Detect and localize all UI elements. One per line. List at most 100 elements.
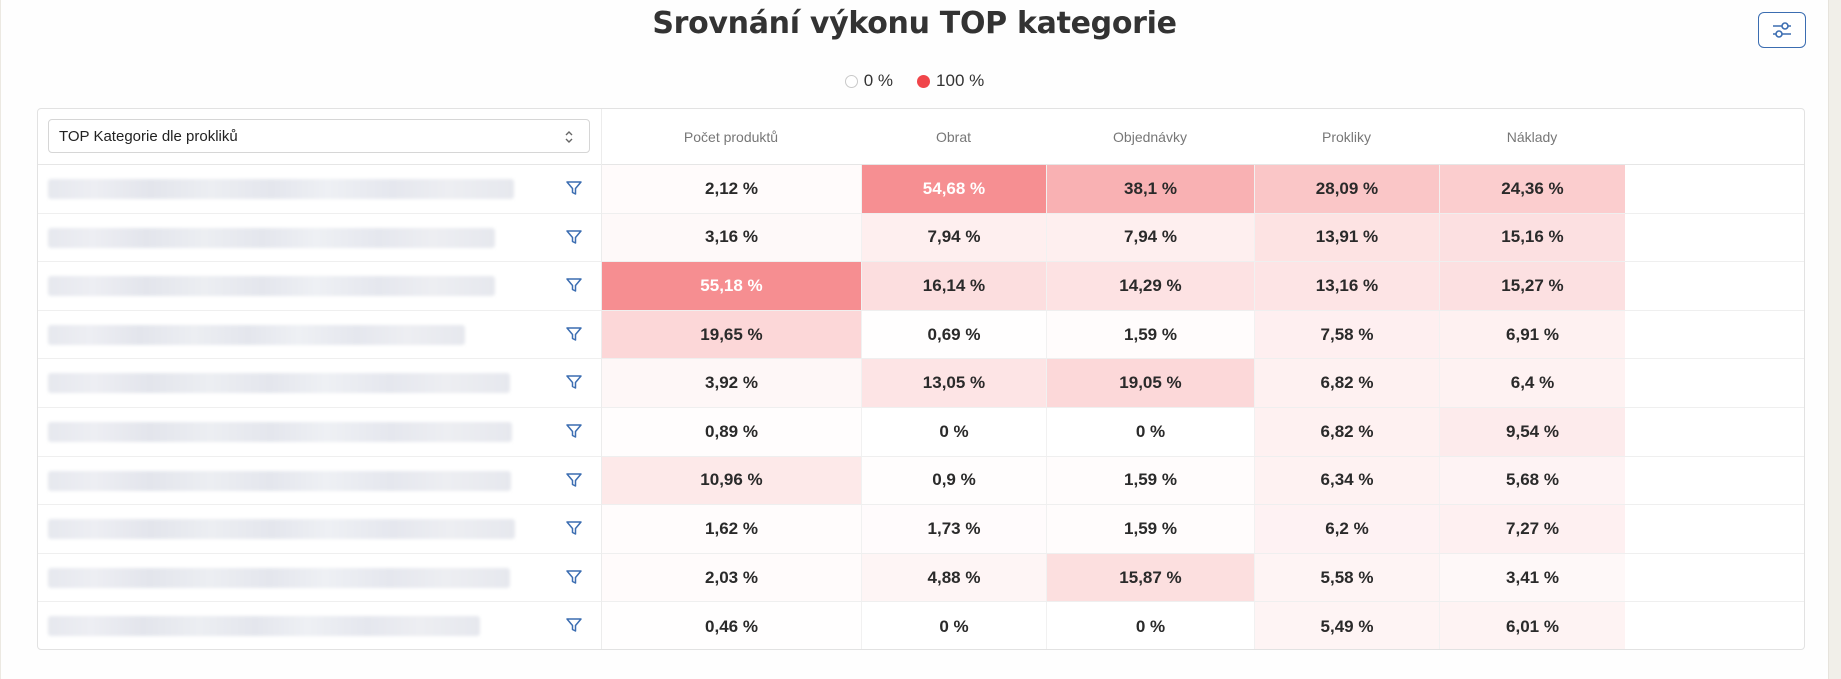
cell-obrat: 0 %	[861, 602, 1046, 649]
category-name-redacted	[48, 519, 515, 540]
cell-pocet-produktu: 2,03 %	[601, 553, 861, 602]
cell-obrat: 0,9 %	[861, 456, 1046, 505]
cell-prokliky: 6,34 %	[1254, 456, 1439, 505]
cell-prokliky: 6,82 %	[1254, 408, 1439, 456]
column-header-objednavky[interactable]: Objednávky	[1113, 129, 1187, 145]
dimension-select-value: TOP Kategorie dle prokliků	[59, 127, 238, 145]
cell-objednavky: 38,1 %	[1046, 165, 1254, 213]
legend-min-label: 0 %	[863, 71, 894, 90]
dimension-select[interactable]: TOP Kategorie dle prokliků	[48, 119, 590, 153]
cell-pocet-produktu: 3,16 %	[601, 213, 861, 262]
filter-icon[interactable]	[565, 325, 583, 343]
legend-max-dot	[917, 74, 931, 88]
filter-icon[interactable]	[565, 276, 583, 294]
page-title: Srovnání výkonu TOP kategorie	[652, 6, 1177, 41]
cell-obrat: 54,68 %	[861, 165, 1046, 213]
table-row: 0,89 % 0 % 0 % 6,82 % 9,54 %	[38, 408, 1804, 457]
legend-min: 0 %	[844, 71, 894, 91]
category-name-redacted	[48, 324, 465, 345]
cell-pocet-produktu: 19,65 %	[601, 310, 861, 359]
cell-pocet-produktu: 3,92 %	[601, 359, 861, 407]
category-name-redacted	[48, 179, 514, 199]
cell-prokliky: 6,82 %	[1254, 359, 1439, 407]
cell-naklady: 24,36 %	[1439, 165, 1625, 213]
category-name-redacted	[48, 422, 512, 442]
cell-objednavky: 7,94 %	[1046, 213, 1254, 262]
table-row: 2,03 % 4,88 % 15,87 % 5,58 % 3,41 %	[38, 553, 1804, 603]
cell-obrat: 13,05 %	[861, 359, 1046, 407]
filter-icon[interactable]	[565, 422, 583, 440]
table-row: 2,12 % 54,68 % 38,1 % 28,09 % 24,36 %	[38, 165, 1804, 214]
cell-prokliky: 13,16 %	[1254, 262, 1439, 310]
category-name-redacted	[48, 373, 510, 394]
filter-icon[interactable]	[565, 616, 583, 634]
column-header-naklady[interactable]: Náklady	[1506, 129, 1558, 145]
category-name-redacted	[48, 227, 495, 248]
legend-min-dot	[844, 74, 858, 88]
filter-icon[interactable]	[565, 471, 583, 489]
cell-pocet-produktu: 2,12 %	[601, 165, 861, 213]
cell-prokliky: 28,09 %	[1254, 165, 1439, 213]
table-row: 1,62 % 1,73 % 1,59 % 6,2 % 7,27 %	[38, 505, 1804, 554]
cell-prokliky: 13,91 %	[1254, 213, 1439, 262]
cell-naklady: 9,54 %	[1439, 408, 1625, 456]
cell-naklady: 7,27 %	[1439, 505, 1625, 553]
cell-naklady: 5,68 %	[1439, 456, 1625, 505]
cell-prokliky: 5,58 %	[1254, 553, 1439, 602]
column-header-obrat[interactable]: Obrat	[935, 129, 971, 145]
cell-obrat: 0 %	[861, 408, 1046, 456]
cell-obrat: 16,14 %	[861, 262, 1046, 310]
cell-naklady: 15,16 %	[1439, 213, 1625, 262]
cell-naklady: 15,27 %	[1439, 262, 1625, 310]
cell-obrat: 0,69 %	[861, 310, 1046, 359]
cell-objednavky: 1,59 %	[1046, 310, 1254, 359]
cell-naklady: 6,01 %	[1439, 602, 1625, 649]
cell-obrat: 7,94 %	[861, 213, 1046, 262]
category-name-redacted	[48, 276, 495, 297]
table-row: 10,96 % 0,9 % 1,59 % 6,34 % 5,68 %	[38, 456, 1804, 506]
filter-icon[interactable]	[565, 228, 583, 246]
legend-max-label: 100 %	[936, 71, 985, 90]
filter-icon[interactable]	[565, 568, 583, 586]
cell-prokliky: 5,49 %	[1254, 602, 1439, 649]
cell-pocet-produktu: 1,62 %	[601, 505, 861, 553]
chevron-updown-icon	[565, 131, 573, 143]
cell-objednavky: 0 %	[1046, 408, 1254, 456]
heatmap-table: TOP Kategorie dle prokliků Počet produkt…	[37, 108, 1805, 650]
cell-pocet-produktu: 55,18 %	[601, 262, 861, 310]
cell-objednavky: 15,87 %	[1046, 553, 1254, 602]
table-row: 3,92 % 13,05 % 19,05 % 6,82 % 6,4 %	[38, 359, 1804, 408]
cell-naklady: 3,41 %	[1439, 553, 1625, 602]
cell-objednavky: 0 %	[1046, 602, 1254, 649]
cell-pocet-produktu: 10,96 %	[601, 456, 861, 505]
cell-objednavky: 1,59 %	[1046, 456, 1254, 505]
color-legend: 0 % 100 %	[1, 71, 1828, 91]
table-row: 3,16 % 7,94 % 7,94 % 13,91 % 15,16 %	[38, 213, 1804, 263]
settings-button[interactable]	[1758, 12, 1806, 48]
cell-naklady: 6,91 %	[1439, 310, 1625, 359]
table-row: 55,18 % 16,14 % 14,29 % 13,16 % 15,27 %	[38, 262, 1804, 311]
sliders-icon	[1773, 22, 1791, 38]
cell-naklady: 6,4 %	[1439, 359, 1625, 407]
legend-max: 100 %	[917, 71, 984, 91]
column-divider	[601, 109, 602, 649]
cell-prokliky: 7,58 %	[1254, 310, 1439, 359]
category-name-redacted	[48, 470, 511, 491]
filter-icon[interactable]	[565, 179, 583, 197]
cell-prokliky: 6,2 %	[1254, 505, 1439, 553]
category-name-redacted	[48, 616, 480, 637]
cell-pocet-produktu: 0,89 %	[601, 408, 861, 456]
cell-pocet-produktu: 0,46 %	[601, 602, 861, 649]
cell-obrat: 1,73 %	[861, 505, 1046, 553]
column-header-prokliky[interactable]: Prokliky	[1321, 129, 1371, 145]
table-header: TOP Kategorie dle prokliků Počet produkt…	[38, 109, 1804, 165]
table-row: 19,65 % 0,69 % 1,59 % 7,58 % 6,91 %	[38, 310, 1804, 360]
category-name-redacted	[48, 567, 510, 588]
cell-objednavky: 19,05 %	[1046, 359, 1254, 407]
filter-icon[interactable]	[565, 373, 583, 391]
cell-obrat: 4,88 %	[861, 553, 1046, 602]
cell-objednavky: 14,29 %	[1046, 262, 1254, 310]
filter-icon[interactable]	[565, 519, 583, 537]
column-header-pocet-produktu[interactable]: Počet produktů	[683, 129, 779, 145]
